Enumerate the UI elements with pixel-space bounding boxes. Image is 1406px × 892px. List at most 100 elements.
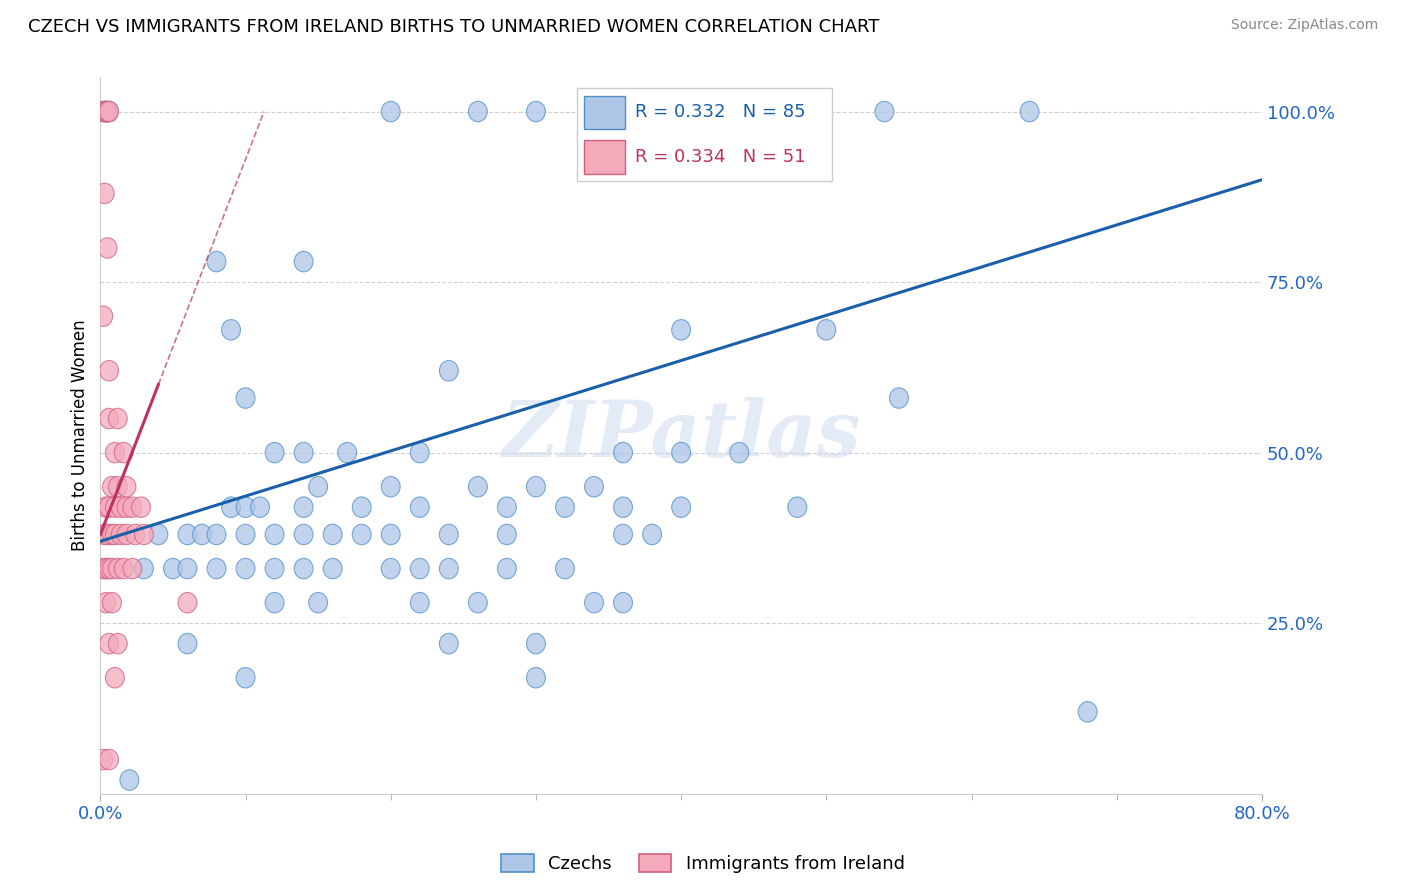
- Ellipse shape: [498, 497, 516, 517]
- Text: Source: ZipAtlas.com: Source: ZipAtlas.com: [1230, 18, 1378, 32]
- Ellipse shape: [294, 524, 314, 545]
- Ellipse shape: [585, 592, 603, 613]
- Ellipse shape: [294, 558, 314, 579]
- Ellipse shape: [236, 388, 254, 409]
- Ellipse shape: [114, 442, 134, 463]
- Ellipse shape: [105, 667, 124, 688]
- Ellipse shape: [613, 497, 633, 517]
- Ellipse shape: [266, 592, 284, 613]
- Ellipse shape: [108, 409, 127, 429]
- Ellipse shape: [236, 497, 254, 517]
- Ellipse shape: [672, 442, 690, 463]
- Ellipse shape: [309, 476, 328, 497]
- Ellipse shape: [672, 497, 690, 517]
- Ellipse shape: [97, 102, 115, 122]
- Ellipse shape: [468, 592, 488, 613]
- Ellipse shape: [111, 524, 131, 545]
- Ellipse shape: [108, 633, 127, 654]
- Ellipse shape: [100, 102, 118, 122]
- Ellipse shape: [875, 102, 894, 122]
- Ellipse shape: [108, 476, 127, 497]
- Ellipse shape: [323, 524, 342, 545]
- Ellipse shape: [440, 558, 458, 579]
- Ellipse shape: [526, 667, 546, 688]
- Ellipse shape: [672, 319, 690, 340]
- Ellipse shape: [468, 102, 488, 122]
- Ellipse shape: [108, 558, 127, 579]
- Ellipse shape: [94, 558, 112, 579]
- Ellipse shape: [207, 252, 226, 272]
- Ellipse shape: [613, 102, 633, 122]
- Ellipse shape: [411, 592, 429, 613]
- Ellipse shape: [411, 442, 429, 463]
- Ellipse shape: [266, 442, 284, 463]
- Ellipse shape: [179, 558, 197, 579]
- Ellipse shape: [817, 319, 835, 340]
- Ellipse shape: [613, 592, 633, 613]
- Ellipse shape: [117, 476, 136, 497]
- Ellipse shape: [103, 476, 121, 497]
- Ellipse shape: [266, 558, 284, 579]
- Ellipse shape: [117, 524, 136, 545]
- Ellipse shape: [97, 592, 115, 613]
- Ellipse shape: [96, 102, 114, 122]
- Ellipse shape: [96, 102, 114, 122]
- Ellipse shape: [98, 102, 117, 122]
- Ellipse shape: [309, 592, 328, 613]
- Ellipse shape: [111, 497, 131, 517]
- Ellipse shape: [103, 558, 121, 579]
- Ellipse shape: [96, 183, 114, 203]
- Y-axis label: Births to Unmarried Women: Births to Unmarried Women: [72, 319, 89, 551]
- Ellipse shape: [149, 524, 167, 545]
- Ellipse shape: [114, 558, 134, 579]
- Ellipse shape: [100, 558, 118, 579]
- Ellipse shape: [222, 497, 240, 517]
- Ellipse shape: [730, 442, 748, 463]
- Ellipse shape: [236, 524, 254, 545]
- Ellipse shape: [179, 633, 197, 654]
- Ellipse shape: [890, 388, 908, 409]
- Ellipse shape: [585, 476, 603, 497]
- Ellipse shape: [103, 592, 121, 613]
- Ellipse shape: [613, 524, 633, 545]
- Ellipse shape: [526, 102, 546, 122]
- Ellipse shape: [353, 524, 371, 545]
- Ellipse shape: [1078, 702, 1097, 722]
- Ellipse shape: [103, 524, 121, 545]
- Ellipse shape: [207, 558, 226, 579]
- Ellipse shape: [381, 558, 401, 579]
- Ellipse shape: [643, 524, 662, 545]
- Ellipse shape: [294, 252, 314, 272]
- Ellipse shape: [337, 442, 357, 463]
- Ellipse shape: [440, 524, 458, 545]
- Ellipse shape: [120, 770, 139, 790]
- Ellipse shape: [100, 102, 118, 122]
- Ellipse shape: [323, 558, 342, 579]
- Ellipse shape: [100, 409, 118, 429]
- Ellipse shape: [105, 497, 124, 517]
- Ellipse shape: [236, 667, 254, 688]
- Ellipse shape: [555, 558, 575, 579]
- Ellipse shape: [97, 102, 115, 122]
- Ellipse shape: [100, 497, 118, 517]
- Ellipse shape: [135, 524, 153, 545]
- Ellipse shape: [98, 524, 117, 545]
- Ellipse shape: [585, 102, 603, 122]
- Ellipse shape: [122, 497, 142, 517]
- Ellipse shape: [411, 558, 429, 579]
- Ellipse shape: [207, 524, 226, 545]
- Ellipse shape: [179, 524, 197, 545]
- Ellipse shape: [294, 442, 314, 463]
- Ellipse shape: [94, 102, 112, 122]
- Ellipse shape: [193, 524, 211, 545]
- Ellipse shape: [498, 524, 516, 545]
- Ellipse shape: [411, 497, 429, 517]
- Ellipse shape: [353, 497, 371, 517]
- Ellipse shape: [132, 497, 150, 517]
- Ellipse shape: [498, 558, 516, 579]
- Legend: Czechs, Immigrants from Ireland: Czechs, Immigrants from Ireland: [496, 849, 910, 879]
- Ellipse shape: [98, 102, 117, 122]
- Ellipse shape: [294, 497, 314, 517]
- Ellipse shape: [526, 476, 546, 497]
- Ellipse shape: [787, 497, 807, 517]
